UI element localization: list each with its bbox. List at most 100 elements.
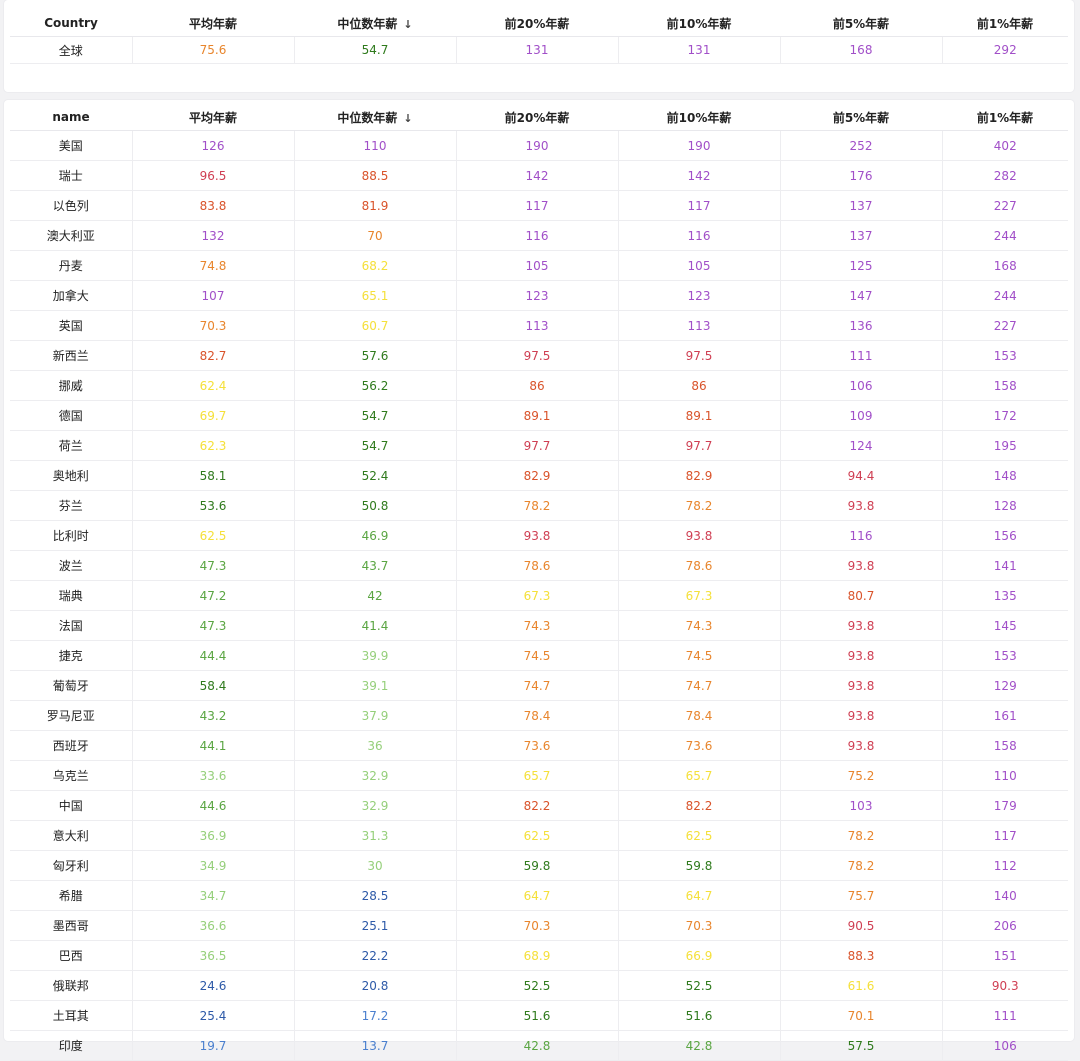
value-cell: 67.3 bbox=[618, 580, 781, 611]
row-name-cell: 葡萄牙 bbox=[10, 670, 133, 701]
column-header[interactable]: 前10%年薪 bbox=[618, 10, 780, 37]
row-name-cell: 以色列 bbox=[10, 190, 133, 221]
value-cell: 123 bbox=[456, 280, 619, 311]
value-cell: 66.9 bbox=[618, 940, 781, 971]
value-cell: 83.8 bbox=[132, 190, 295, 221]
value-cell: 78.4 bbox=[618, 700, 781, 731]
value-cell: 90.3 bbox=[942, 970, 1068, 1001]
row-name-cell: 西班牙 bbox=[10, 730, 133, 761]
arrow-down-icon[interactable]: ↓ bbox=[403, 111, 413, 125]
value-cell: 51.6 bbox=[618, 1000, 781, 1031]
value-cell: 19.7 bbox=[132, 1030, 295, 1061]
value-cell: 65.1 bbox=[294, 280, 457, 311]
value-cell: 36 bbox=[294, 730, 457, 761]
value-cell: 82.9 bbox=[618, 460, 781, 491]
value-cell: 52.5 bbox=[456, 970, 619, 1001]
column-header[interactable]: 中位数年薪 ↓ bbox=[294, 104, 456, 131]
value-cell: 78.6 bbox=[456, 550, 619, 581]
value-cell: 137 bbox=[780, 190, 943, 221]
arrow-down-icon[interactable]: ↓ bbox=[403, 17, 413, 31]
value-cell: 80.7 bbox=[780, 580, 943, 611]
column-header-label: 前10%年薪 bbox=[666, 110, 732, 125]
column-header[interactable]: 前5%年薪 bbox=[780, 104, 942, 131]
column-header-label: Country bbox=[44, 16, 98, 30]
column-header[interactable]: 前20%年薪 bbox=[456, 104, 618, 131]
value-cell: 148 bbox=[942, 460, 1068, 491]
value-cell: 103 bbox=[780, 790, 943, 821]
column-header[interactable]: name bbox=[10, 104, 132, 131]
summary-table: Country 平均年薪 中位数年薪 ↓ 前20%年薪 前10%年薪 前5%年薪 前1%年薪 … bbox=[10, 10, 1068, 64]
column-header[interactable]: 平均年薪 bbox=[132, 10, 294, 37]
value-cell: 25.4 bbox=[132, 1000, 295, 1031]
value-cell: 62.4 bbox=[132, 370, 295, 401]
value-cell: 36.6 bbox=[132, 910, 295, 941]
value-cell: 43.7 bbox=[294, 550, 457, 581]
value-cell: 82.2 bbox=[618, 790, 781, 821]
value-cell: 93.8 bbox=[618, 520, 781, 551]
value-cell: 86 bbox=[618, 370, 781, 401]
value-cell: 110 bbox=[294, 130, 457, 161]
value-cell: 47.2 bbox=[132, 580, 295, 611]
value-cell: 93.8 bbox=[780, 700, 943, 731]
column-header[interactable]: 平均年薪 bbox=[132, 104, 294, 131]
value-cell: 54.7 bbox=[294, 400, 457, 431]
column-header[interactable]: 前1%年薪 bbox=[942, 104, 1068, 131]
value-cell: 131 bbox=[456, 36, 619, 64]
value-cell: 68.2 bbox=[294, 250, 457, 281]
value-cell: 282 bbox=[942, 160, 1068, 191]
value-cell: 74.7 bbox=[618, 670, 781, 701]
value-cell: 43.2 bbox=[132, 700, 295, 731]
value-cell: 75.6 bbox=[132, 36, 295, 64]
value-cell: 93.8 bbox=[780, 550, 943, 581]
value-cell: 44.6 bbox=[132, 790, 295, 821]
value-cell: 32.9 bbox=[294, 790, 457, 821]
column-header[interactable]: 前10%年薪 bbox=[618, 104, 780, 131]
value-cell: 17.2 bbox=[294, 1000, 457, 1031]
value-cell: 20.8 bbox=[294, 970, 457, 1001]
value-cell: 125 bbox=[780, 250, 943, 281]
value-cell: 195 bbox=[942, 430, 1068, 461]
row-name-cell: 希腊 bbox=[10, 880, 133, 911]
table-row: 法国 47.3 41.4 74.3 74.3 93.8 145 bbox=[10, 610, 1068, 641]
column-header[interactable]: 前20%年薪 bbox=[456, 10, 618, 37]
value-cell: 70.1 bbox=[780, 1000, 943, 1031]
value-cell: 82.2 bbox=[456, 790, 619, 821]
row-name-cell: 加拿大 bbox=[10, 280, 133, 311]
table-row: 美国 126 110 190 190 252 402 bbox=[10, 130, 1068, 161]
table-row: 瑞典 47.2 42 67.3 67.3 80.7 135 bbox=[10, 580, 1068, 611]
value-cell: 110 bbox=[942, 760, 1068, 791]
value-cell: 158 bbox=[942, 370, 1068, 401]
value-cell: 22.2 bbox=[294, 940, 457, 971]
column-header[interactable]: Country bbox=[10, 10, 132, 37]
row-name-cell: 瑞士 bbox=[10, 160, 133, 191]
table-row: 俄联邦 24.6 20.8 52.5 52.5 61.6 90.3 bbox=[10, 970, 1068, 1001]
value-cell: 41.4 bbox=[294, 610, 457, 641]
value-cell: 145 bbox=[942, 610, 1068, 641]
table-row: 乌克兰 33.6 32.9 65.7 65.7 75.2 110 bbox=[10, 760, 1068, 791]
row-name-cell: 中国 bbox=[10, 790, 133, 821]
value-cell: 161 bbox=[942, 700, 1068, 731]
value-cell: 88.3 bbox=[780, 940, 943, 971]
row-name-cell: 匈牙利 bbox=[10, 850, 133, 881]
table-row: 墨西哥 36.6 25.1 70.3 70.3 90.5 206 bbox=[10, 910, 1068, 941]
column-header[interactable]: 中位数年薪 ↓ bbox=[294, 10, 456, 37]
column-header[interactable]: 前5%年薪 bbox=[780, 10, 942, 37]
value-cell: 62.3 bbox=[132, 430, 295, 461]
value-cell: 73.6 bbox=[456, 730, 619, 761]
value-cell: 96.5 bbox=[132, 160, 295, 191]
value-cell: 147 bbox=[780, 280, 943, 311]
value-cell: 75.7 bbox=[780, 880, 943, 911]
column-header-label: 前20%年薪 bbox=[504, 110, 570, 125]
row-name-cell: 比利时 bbox=[10, 520, 133, 551]
row-name-cell: 新西兰 bbox=[10, 340, 133, 371]
value-cell: 67.3 bbox=[456, 580, 619, 611]
value-cell: 42.8 bbox=[618, 1030, 781, 1061]
value-cell: 93.8 bbox=[780, 610, 943, 641]
row-name-cell: 澳大利亚 bbox=[10, 220, 133, 251]
value-cell: 78.2 bbox=[456, 490, 619, 521]
row-name-cell: 英国 bbox=[10, 310, 133, 341]
value-cell: 179 bbox=[942, 790, 1068, 821]
table-row: 捷克 44.4 39.9 74.5 74.5 93.8 153 bbox=[10, 640, 1068, 671]
row-name-cell: 印度 bbox=[10, 1030, 133, 1061]
column-header[interactable]: 前1%年薪 bbox=[942, 10, 1068, 37]
